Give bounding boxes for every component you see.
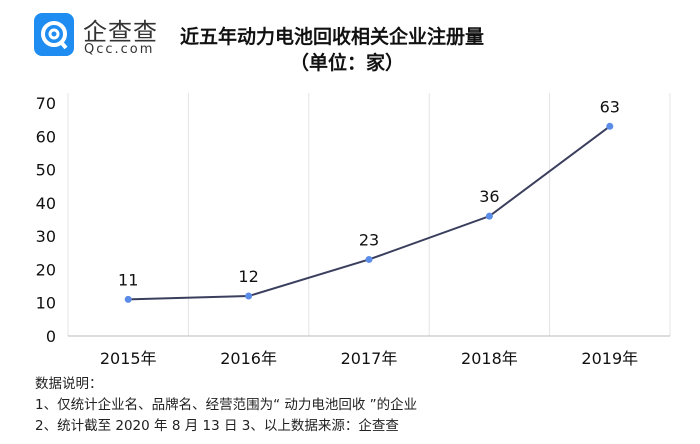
y-tick-label: 50 [36,161,56,180]
series-line [128,125,611,301]
data-label: 11 [118,270,138,289]
x-tick-label: 2017年 [341,349,398,368]
data-label: 23 [359,230,379,249]
chart-title: 近五年动力电池回收相关企业注册量 [180,26,485,48]
data-label: 63 [600,97,620,116]
data-point [365,255,373,263]
brand-domain: Qcc.com [84,42,155,57]
notes-line-1: 1、仅统计企业名、品牌名、经营范围为“ 动力电池回收 ”的企业 [35,397,418,413]
data-notes: 数据说明： 1、仅统计企业名、品牌名、经营范围为“ 动力电池回收 ”的企业 2、… [35,374,417,437]
notes-line-2: 2、统计截至 2020 年 8 月 13 日 3、以上数据来源：企查查 [35,418,399,434]
y-tick-label: 70 [36,94,56,113]
data-point [245,292,253,300]
x-tick-label: 2016年 [220,349,277,368]
x-tick-label: 2019年 [581,349,638,368]
y-tick-label: 30 [36,227,56,246]
brand-name: 企查查 [83,18,158,46]
data-label: 36 [479,187,499,206]
x-tick-label: 2018年 [461,349,518,368]
y-tick-label: 0 [46,327,56,346]
notes-heading: 数据说明： [35,376,103,392]
y-tick-label: 60 [36,127,56,146]
y-tick-label: 40 [36,194,56,213]
data-point [124,295,132,303]
data-point [485,212,493,220]
data-point [606,122,614,130]
chart-subtitle: （单位：家） [290,52,405,74]
y-tick-label: 20 [36,260,56,279]
y-tick-label: 10 [36,294,56,313]
x-tick-label: 2015年 [100,349,157,368]
data-label: 12 [238,267,258,286]
qcc-logo-icon [34,13,74,56]
